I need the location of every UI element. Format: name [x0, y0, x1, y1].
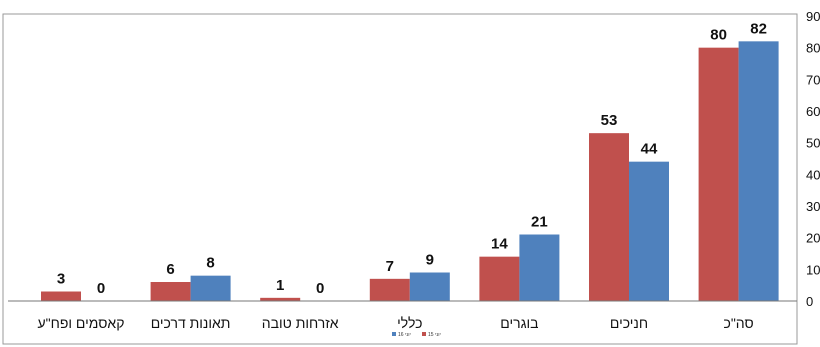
data-label: 0 — [316, 280, 324, 297]
y-axis-ticks: 0 10 20 30 40 50 60 70 80 90 — [806, 9, 820, 309]
data-label: 82 — [750, 20, 767, 37]
legend-swatch-series1 — [422, 332, 426, 336]
data-label: 0 — [97, 280, 105, 297]
y-tick-label: 90 — [806, 9, 820, 24]
data-label: 80 — [710, 27, 727, 44]
y-tick-label: 70 — [806, 72, 820, 87]
y-tick-label: 20 — [806, 231, 820, 246]
y-tick-label: 10 — [806, 262, 820, 277]
y-tick-label: 0 — [806, 294, 813, 309]
y-tick-label: 80 — [806, 41, 820, 56]
category-labels-group: קאסמים ופח"ע תאונות דרכים אזרחות טובה כללי ב… — [38, 315, 754, 331]
data-label: 6 — [166, 261, 174, 278]
plot-frame — [2, 13, 798, 345]
legend: יוני 16 יוני 15 — [392, 332, 441, 338]
bar-series1-3 — [369, 278, 410, 301]
category-label: בוגרים — [500, 315, 538, 331]
legend-label-series1: יוני 15 — [428, 332, 441, 338]
y-tick-label: 50 — [806, 136, 820, 151]
bar-series2-4 — [519, 234, 560, 301]
y-tick-label: 40 — [806, 167, 820, 182]
bar-series2-3 — [409, 272, 450, 301]
data-label: 14 — [491, 236, 508, 253]
category-label: אזרחות טובה — [262, 315, 339, 331]
bar-series1-5 — [589, 133, 629, 301]
data-label: 53 — [601, 112, 618, 129]
category-label: כללי — [397, 315, 422, 331]
legend-swatch-series2 — [392, 332, 396, 336]
bar-series2-6 — [738, 41, 779, 301]
bar-series1-0 — [41, 291, 81, 301]
bar-series2-5 — [629, 161, 669, 301]
category-label: קאסמים ופח"ע — [38, 315, 125, 331]
category-label: סה"כ — [723, 315, 753, 331]
data-label: 21 — [531, 214, 548, 231]
y-tick-label: 30 — [806, 199, 820, 214]
category-label: חניכים — [610, 315, 648, 331]
bar-series1-4 — [479, 256, 520, 301]
bar-series2-1 — [190, 275, 231, 301]
data-label: 9 — [426, 252, 434, 269]
bar-series1-6 — [698, 47, 739, 301]
data-label: 8 — [206, 255, 214, 272]
category-label: תאונות דרכים — [151, 315, 231, 331]
data-label: 1 — [276, 277, 284, 294]
bar-series1-1 — [150, 282, 191, 301]
data-label: 3 — [57, 271, 65, 288]
bars-group — [41, 41, 779, 301]
y-tick-label: 60 — [806, 104, 820, 119]
data-label: 7 — [386, 258, 394, 275]
bar-series1-2 — [260, 297, 301, 301]
legend-label-series2: יוני 16 — [398, 332, 411, 338]
data-label: 44 — [641, 141, 658, 158]
